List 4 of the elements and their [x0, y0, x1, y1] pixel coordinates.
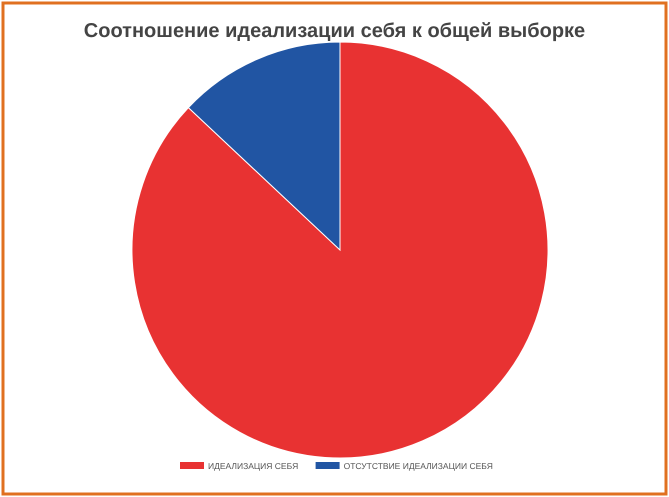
chart-title: Соотношение идеализации себя к общей выборке — [84, 20, 586, 42]
legend-label: ИДЕАЛИЗАЦИЯ СЕБЯ — [208, 461, 298, 471]
legend-label: ОТСУТСТВИЕ ИДЕАЛИЗАЦИИ СЕБЯ — [344, 461, 493, 471]
pie-slice — [132, 42, 548, 458]
